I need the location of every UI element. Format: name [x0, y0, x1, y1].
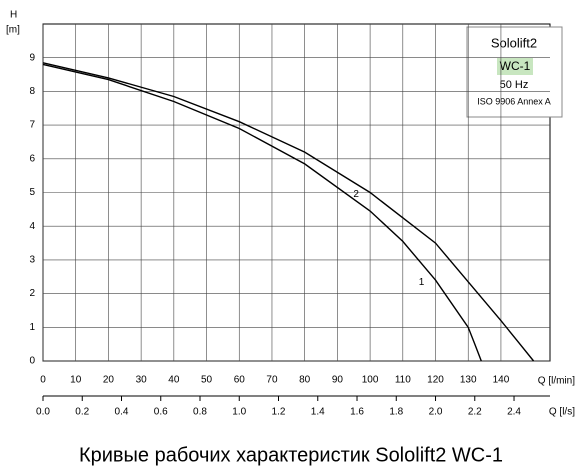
x-tick-label: 90	[332, 375, 344, 386]
x-tick-label: 30	[136, 375, 148, 386]
legend-text: WC-1	[500, 59, 531, 73]
x2-tick-label: 1.6	[350, 407, 364, 418]
y-tick-label: 7	[29, 120, 35, 131]
x-tick-label: 80	[299, 375, 311, 386]
x-tick-label: 100	[362, 375, 379, 386]
x2-tick-label: 2.2	[468, 407, 482, 418]
y-tick-label: 4	[29, 221, 35, 232]
x2-tick-label: 1.8	[389, 407, 403, 418]
x-tick-label: 70	[266, 375, 278, 386]
x2-tick-label: 1.2	[272, 407, 286, 418]
y-tick-label: 1	[29, 322, 35, 333]
x-tick-label: 50	[201, 375, 213, 386]
y-tick-label: 8	[29, 86, 35, 97]
y-tick-label: 2	[29, 288, 35, 299]
y-tick-label: 5	[29, 187, 35, 198]
curve-label: 1	[419, 277, 425, 288]
y-axis-unit: [m]	[6, 25, 20, 36]
x-axis-label: Q [l/min]	[538, 376, 575, 387]
chart-title: Кривые рабочих характеристик Sololift2 W…	[79, 444, 503, 466]
y-tick-label: 6	[29, 153, 35, 164]
y-axis-label: H	[10, 10, 17, 21]
curve	[42, 63, 482, 362]
y-tick-label: 3	[29, 255, 35, 266]
x2-tick-label: 0.2	[75, 407, 89, 418]
curve-label: 2	[353, 189, 359, 200]
x2-tick-label: 0.8	[193, 407, 207, 418]
x2-tick-label: 0.4	[115, 407, 129, 418]
x-tick-label: 110	[395, 375, 411, 386]
x-tick-label: 0	[40, 375, 46, 386]
x-tick-label: 120	[427, 375, 444, 386]
x-tick-label: 10	[70, 375, 82, 386]
x-tick-label: 40	[168, 375, 180, 386]
x-tick-label: 140	[493, 375, 510, 386]
legend-text: Sololift2	[491, 35, 537, 50]
legend-highlight	[497, 58, 533, 75]
curve	[42, 62, 535, 362]
x-tick-label: 20	[103, 375, 115, 386]
x2-tick-label: 0.0	[36, 407, 50, 418]
legend-box	[466, 26, 563, 118]
x2-tick-label: 1.4	[311, 407, 325, 418]
x2-tick-label: 0.6	[154, 407, 168, 418]
y-tick-label: 0	[29, 356, 35, 367]
y-tick-label: 9	[29, 52, 35, 63]
x2-tick-label: 2.4	[507, 407, 521, 418]
x2-axis-label: Q [l/s]	[549, 407, 575, 418]
x2-tick-label: 2.0	[429, 407, 443, 418]
x-tick-label: 60	[234, 375, 246, 386]
x-tick-label: 130	[460, 375, 477, 386]
legend-text: ISO 9906 Annex A	[477, 96, 551, 106]
x2-tick-label: 1.0	[232, 407, 246, 418]
legend-text: 50 Hz	[500, 79, 529, 91]
